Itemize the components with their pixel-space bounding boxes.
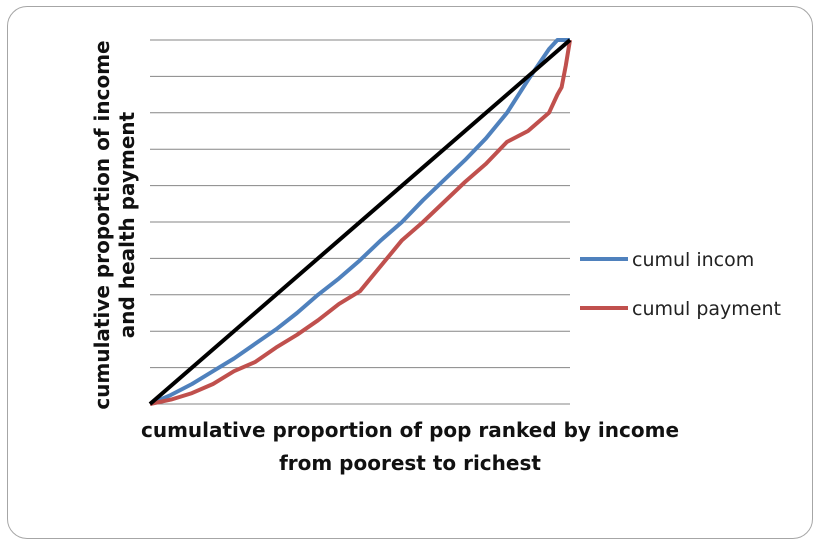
chart-frame xyxy=(7,6,813,539)
legend-label-cumul-incom: cumul incom xyxy=(632,249,754,271)
legend: cumul incom cumul payment xyxy=(580,249,781,320)
chart-lines xyxy=(148,38,572,406)
series-line-cumul-incom xyxy=(149,38,570,406)
series-line-cumul-payment xyxy=(149,39,572,406)
equality-line xyxy=(148,38,572,406)
legend-label-cumul-payment: cumul payment xyxy=(632,298,781,320)
y-axis-title-line2: and health payment xyxy=(115,111,139,338)
x-axis-title-line1: cumulative proportion of pop ranked by i… xyxy=(141,418,679,442)
y-axis-title-line1: cumulative proportion of income xyxy=(90,40,114,409)
x-axis-title-line2: from poorest to richest xyxy=(279,451,541,475)
